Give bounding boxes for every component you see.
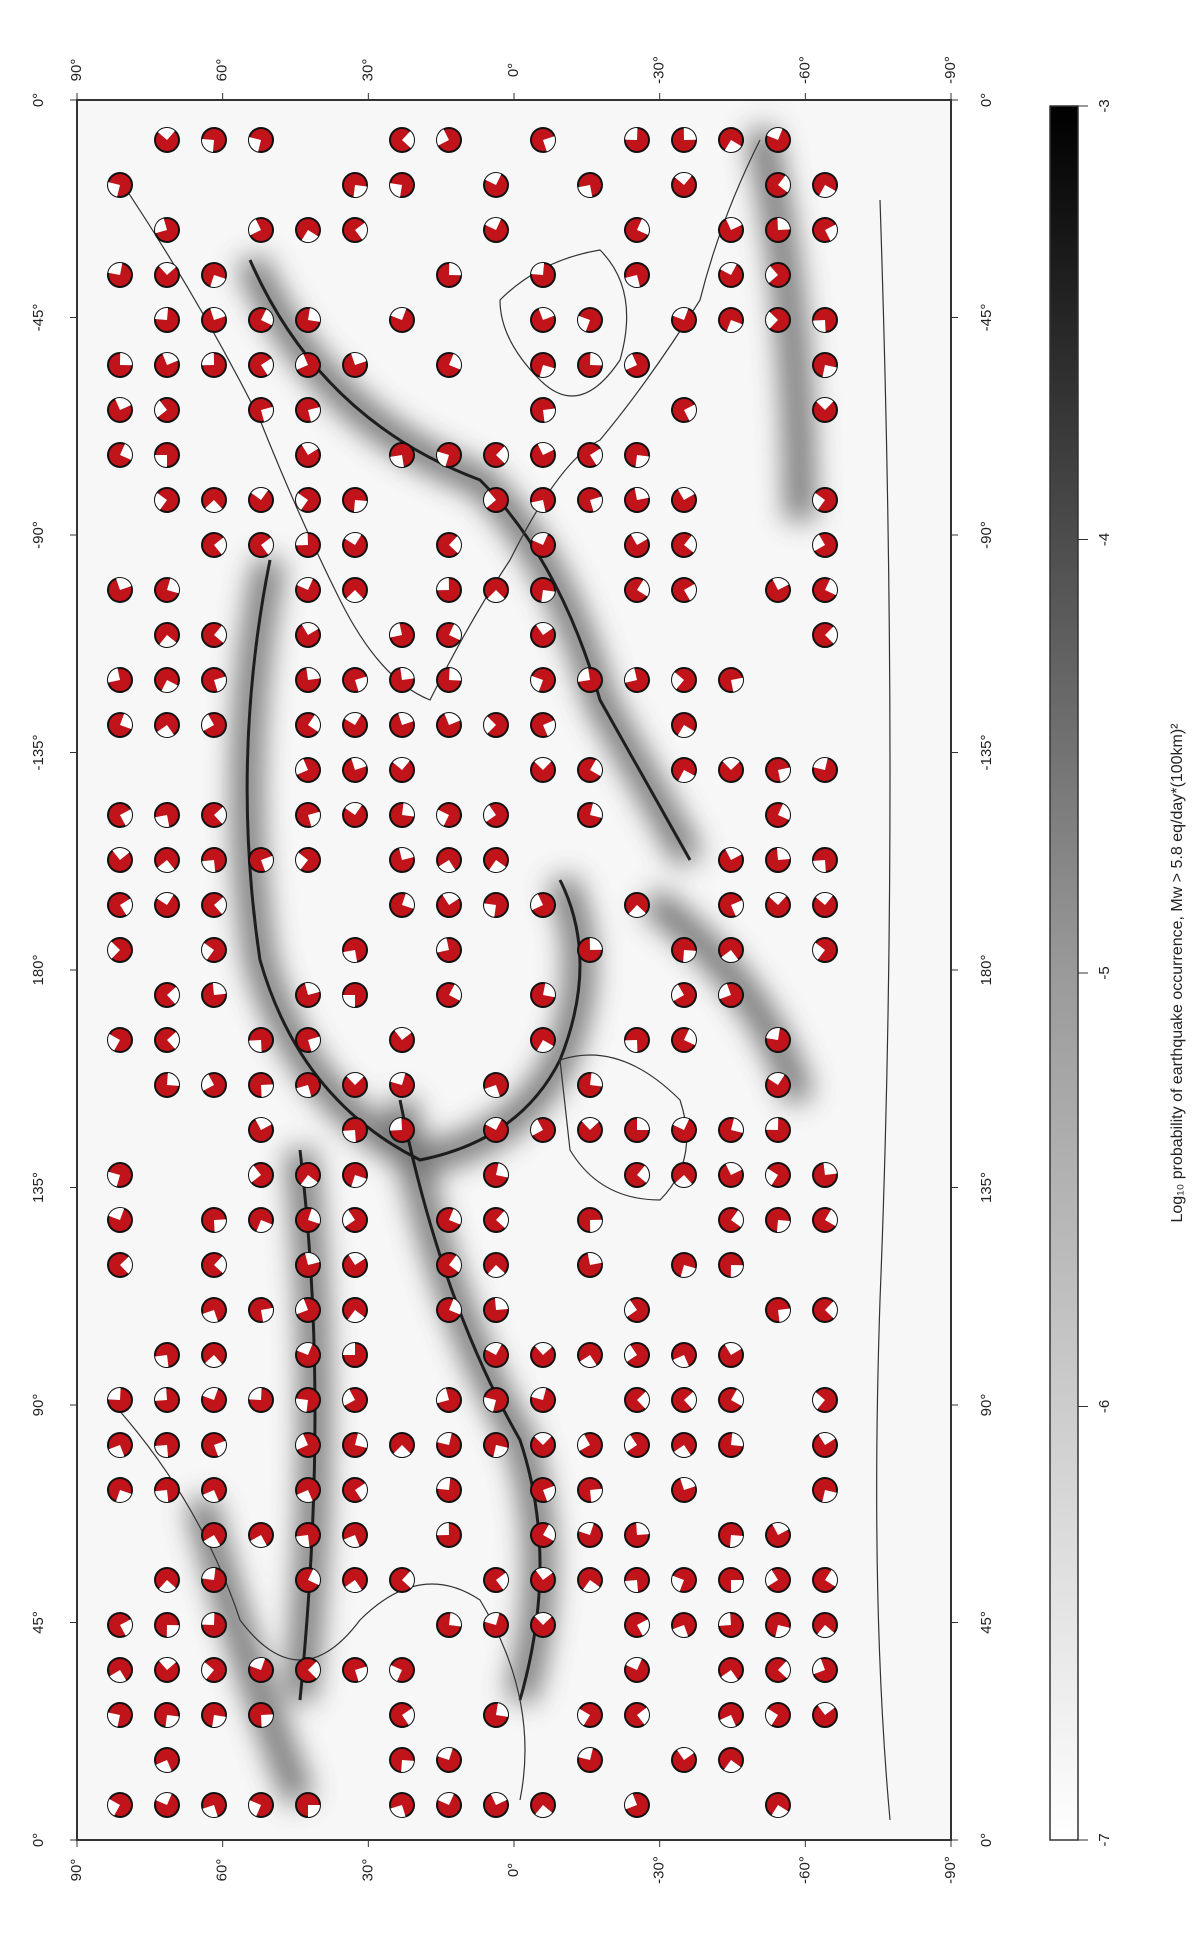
lat-tick-label: -30° xyxy=(651,1856,668,1884)
lat-tick-label: 0° xyxy=(505,63,522,77)
beachball xyxy=(342,1117,368,1143)
lat-tick-label: -30° xyxy=(651,56,668,84)
beachball xyxy=(108,353,132,377)
lat-tick-label: -90° xyxy=(942,1856,959,1884)
beachball xyxy=(718,1522,744,1548)
lon-tick-label: 180° xyxy=(30,954,47,985)
beachball xyxy=(624,1567,650,1593)
lat-tick-label: 30° xyxy=(359,1859,376,1882)
beachball xyxy=(765,217,790,242)
lon-tick-label: 45° xyxy=(978,1611,995,1634)
beachball xyxy=(342,487,368,513)
beachball xyxy=(765,847,791,873)
lon-tick-label: 90° xyxy=(30,1394,47,1417)
lon-tick-label: -135° xyxy=(978,734,995,770)
beachball xyxy=(578,938,602,962)
colorbar-tick-label: -7 xyxy=(1096,1833,1113,1846)
lon-tick-label: 0° xyxy=(30,1833,47,1847)
beachball xyxy=(202,353,226,377)
beachball xyxy=(578,1208,602,1232)
beachball xyxy=(625,1028,650,1053)
lon-tick-label: -45° xyxy=(30,304,47,332)
beachball xyxy=(201,127,227,153)
beachball xyxy=(389,1747,415,1773)
beachball xyxy=(437,1523,461,1547)
beachball xyxy=(812,307,837,332)
beachball xyxy=(625,128,650,153)
beachball xyxy=(343,1343,367,1367)
beachball xyxy=(389,1117,414,1142)
lon-tick-label: 135° xyxy=(30,1172,47,1203)
beachball xyxy=(154,307,180,333)
beachball xyxy=(154,1387,180,1413)
beachball xyxy=(201,1207,226,1232)
beachball xyxy=(248,1072,273,1097)
beachball xyxy=(578,353,603,378)
beachball xyxy=(672,128,696,152)
beachball xyxy=(296,1793,320,1817)
lon-tick-label: 0° xyxy=(978,93,995,107)
beachball xyxy=(248,1027,273,1052)
beachball xyxy=(154,1072,180,1098)
beachball xyxy=(624,1522,650,1548)
beachball xyxy=(155,443,179,467)
lat-tick-label: -60° xyxy=(796,1856,813,1884)
beachball xyxy=(765,1207,791,1233)
lon-tick-label: -135° xyxy=(30,734,47,770)
beachball xyxy=(719,1253,743,1277)
lon-tick-label: 0° xyxy=(978,1833,995,1847)
beachball xyxy=(718,1612,744,1638)
colorbar-tick-label: -5 xyxy=(1096,966,1113,979)
lon-tick-label: -45° xyxy=(978,304,995,332)
lat-tick-label: -90° xyxy=(942,56,959,84)
beachball xyxy=(107,1387,132,1412)
lat-tick-label: -60° xyxy=(796,56,813,84)
beachball xyxy=(719,1568,743,1592)
lat-tick-label: 30° xyxy=(359,59,376,82)
beachball xyxy=(155,1613,179,1637)
beachball xyxy=(154,1432,180,1458)
lon-tick-label: 135° xyxy=(978,1172,995,1203)
lon-tick-label: -90° xyxy=(978,521,995,549)
lat-tick-label: 0° xyxy=(505,1863,522,1877)
lat-tick-label: 60° xyxy=(214,59,231,82)
colorbar-tick-label: -4 xyxy=(1096,533,1113,546)
beachball xyxy=(483,1297,509,1323)
beachball xyxy=(812,847,838,873)
lon-tick-label: 90° xyxy=(978,1394,995,1417)
beachball xyxy=(343,983,367,1007)
beachball xyxy=(766,1118,790,1142)
beachball xyxy=(437,578,461,602)
colorbar-tick-label: -6 xyxy=(1096,1400,1113,1413)
beachball xyxy=(202,1613,227,1638)
colorbar-label: Log₁₀ probability of earthquake occurren… xyxy=(1169,723,1186,1223)
lat-tick-label: 90° xyxy=(68,1859,85,1882)
lat-tick-label: 60° xyxy=(214,1859,231,1882)
beachball xyxy=(530,262,556,288)
beachball xyxy=(248,1702,273,1727)
colorbar xyxy=(1050,106,1078,1840)
beachball xyxy=(436,667,461,692)
lat-tick-label: 90° xyxy=(68,59,85,82)
beachball xyxy=(437,263,461,287)
beachball xyxy=(671,937,697,963)
lon-tick-label: 45° xyxy=(30,1611,47,1634)
lon-tick-label: 0° xyxy=(30,93,47,107)
beachball xyxy=(625,1118,649,1142)
lon-tick-label: -90° xyxy=(30,521,47,549)
figure: 90°90°60°60°30°30°0°0°-30°-30°-60°-60°-9… xyxy=(0,0,1201,1951)
beachball xyxy=(296,533,321,558)
colorbar-tick-label: -3 xyxy=(1096,99,1113,112)
lon-tick-label: 180° xyxy=(978,954,995,985)
beachball xyxy=(248,1387,273,1412)
